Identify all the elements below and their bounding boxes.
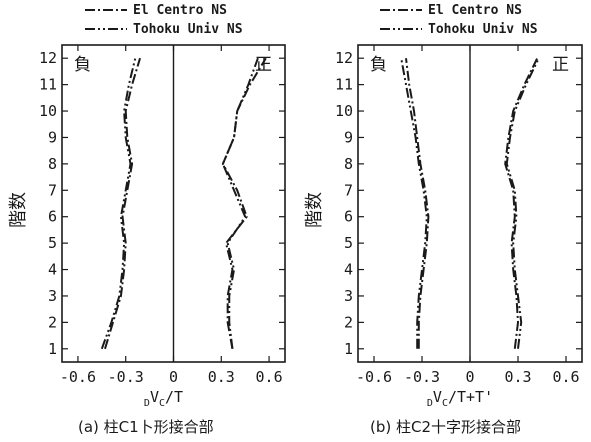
y-tick-label: 5 [344,234,353,252]
caption-b: (b) 柱C2十字形接合部 [370,418,521,436]
x-tick-label: 0 [465,368,474,386]
y-tick-label: 4 [48,261,57,279]
y-tick-label: 12 [39,49,57,67]
y-tick-label: 8 [344,155,353,173]
series-line-el-centro-positive [221,57,267,349]
legend-label: El Centro NS [428,3,522,18]
legend-b: El Centro NS Tohoku Univ NS [380,3,538,37]
y-tick-label: 7 [344,181,353,199]
legend-a: El Centro NS Tohoku Univ NS [85,3,243,37]
x-tick-label: -0.3 [404,368,440,386]
x-tick-label: 0.6 [552,368,579,386]
x-axis-label: DVC/T+T' [427,388,493,409]
x-tick-label: 0.6 [256,368,283,386]
positive-label: 正 [255,55,272,75]
series-line-el-centro-negative [104,57,142,350]
y-tick-label: 11 [335,76,353,94]
y-tick-label: 7 [48,181,57,199]
y-tick-label: 6 [48,208,57,226]
series-line-tohoku-negative [100,57,137,350]
y-tick-label: 2 [344,313,353,331]
y-tick-label: 10 [335,102,353,120]
series-line-tohoku-positive [505,57,540,349]
legend-label: Tohoku Univ NS [428,22,538,37]
series-line-el-centro-positive [504,57,539,349]
negative-label: 負 [74,55,91,75]
y-tick-label: 1 [344,340,353,358]
y-axis-label: 階数 [8,192,29,228]
y-tick-label: 9 [48,128,57,146]
y-tick-label: 3 [344,287,353,305]
y-tick-label: 4 [344,261,353,279]
y-tick-label: 5 [48,234,57,252]
legend-label: El Centro NS [133,3,227,18]
series-line-el-centro-negative [405,58,430,349]
y-tick-label: 12 [335,49,353,67]
x-tick-label: -0.6 [356,368,392,386]
y-tick-label: 6 [344,208,353,226]
series-line-tohoku-negative [400,58,428,349]
x-tick-label: -0.3 [108,368,144,386]
x-tick-label: 0.3 [208,368,235,386]
y-tick-label: 3 [48,287,57,305]
legend-label: Tohoku Univ NS [133,22,243,37]
positive-label: 正 [552,55,569,75]
x-tick-label: -0.6 [60,368,96,386]
y-tick-label: 11 [39,76,57,94]
caption-a: (a) 柱C1卜形接合部 [78,418,214,436]
x-tick-label: 0.3 [504,368,531,386]
y-tick-label: 1 [48,340,57,358]
negative-label: 負 [370,55,387,75]
x-tick-label: 0 [169,368,178,386]
y-tick-label: 10 [39,102,57,120]
series-line-tohoku-positive [221,57,259,349]
y-axis-label: 階数 [304,192,325,228]
y-tick-label: 2 [48,313,57,331]
y-tick-label: 8 [48,155,57,173]
x-axis-label: DVC/T [144,388,183,409]
y-tick-label: 9 [344,128,353,146]
